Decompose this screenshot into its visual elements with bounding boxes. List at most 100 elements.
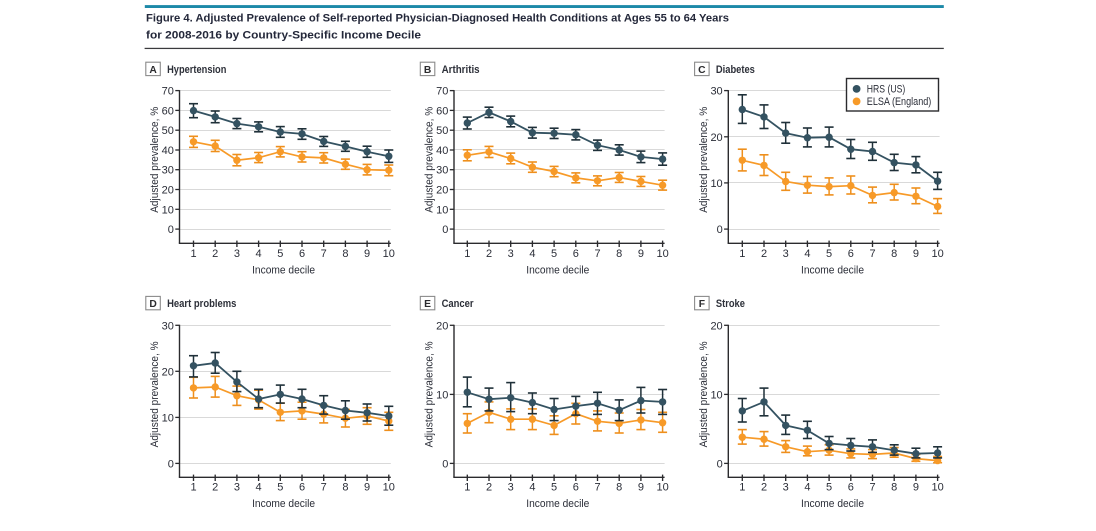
svg-text:10: 10	[656, 482, 668, 494]
svg-text:30: 30	[162, 320, 174, 332]
svg-text:5: 5	[277, 482, 283, 494]
svg-text:7: 7	[321, 482, 327, 494]
svg-text:6: 6	[299, 482, 305, 494]
svg-text:2: 2	[761, 482, 767, 494]
svg-text:8: 8	[616, 248, 622, 260]
svg-text:Income decile: Income decile	[252, 498, 315, 510]
svg-text:30: 30	[162, 165, 174, 177]
svg-text:70: 70	[162, 86, 174, 98]
svg-text:6: 6	[848, 482, 854, 494]
svg-text:2: 2	[486, 248, 492, 260]
svg-text:Adjusted prevalence, %: Adjusted prevalence, %	[149, 107, 161, 213]
svg-text:Income decile: Income decile	[801, 264, 864, 276]
svg-text:10: 10	[383, 248, 395, 260]
svg-text:20: 20	[436, 320, 448, 332]
svg-text:Figure 4. Adjusted Prevalence: Figure 4. Adjusted Prevalence of Self-re…	[146, 13, 729, 25]
svg-text:4: 4	[529, 482, 535, 494]
svg-text:A: A	[149, 65, 157, 76]
svg-text:7: 7	[869, 482, 875, 494]
svg-text:20: 20	[710, 132, 722, 144]
svg-text:Adjusted prevalence, %: Adjusted prevalence, %	[698, 107, 710, 213]
svg-text:Hypertension: Hypertension	[167, 64, 227, 76]
svg-text:6: 6	[848, 248, 854, 260]
svg-text:1: 1	[739, 482, 745, 494]
svg-text:5: 5	[826, 482, 832, 494]
svg-text:Adjusted prevalence, %: Adjusted prevalence, %	[698, 341, 710, 447]
svg-text:3: 3	[234, 482, 240, 494]
svg-text:2: 2	[212, 248, 218, 260]
svg-text:3: 3	[234, 248, 240, 260]
svg-text:2: 2	[486, 482, 492, 494]
svg-text:9: 9	[364, 482, 370, 494]
svg-text:F: F	[699, 299, 705, 310]
svg-text:30: 30	[710, 86, 722, 98]
svg-text:Income decile: Income decile	[526, 264, 589, 276]
svg-text:50: 50	[436, 125, 448, 137]
svg-text:D: D	[149, 299, 156, 310]
svg-text:6: 6	[573, 482, 579, 494]
svg-text:20: 20	[436, 185, 448, 197]
svg-text:0: 0	[168, 224, 174, 236]
svg-text:60: 60	[436, 105, 448, 117]
svg-text:Stroke: Stroke	[716, 298, 745, 310]
svg-text:8: 8	[342, 482, 348, 494]
svg-text:for 2008-2016 by Country-Speci: for 2008-2016 by Country-Specific Income…	[146, 30, 421, 42]
svg-text:B: B	[424, 65, 431, 76]
svg-text:7: 7	[594, 482, 600, 494]
svg-text:4: 4	[529, 248, 535, 260]
svg-text:9: 9	[638, 482, 644, 494]
svg-text:8: 8	[891, 248, 897, 260]
svg-text:3: 3	[508, 482, 514, 494]
svg-text:5: 5	[551, 482, 557, 494]
svg-text:3: 3	[508, 248, 514, 260]
svg-text:8: 8	[342, 248, 348, 260]
svg-text:1: 1	[190, 248, 196, 260]
svg-text:20: 20	[162, 366, 174, 378]
svg-text:1: 1	[464, 248, 470, 260]
svg-text:5: 5	[277, 248, 283, 260]
svg-text:9: 9	[913, 482, 919, 494]
svg-text:4: 4	[804, 482, 810, 494]
svg-text:1: 1	[464, 482, 470, 494]
svg-text:10: 10	[436, 389, 448, 401]
svg-text:10: 10	[710, 389, 722, 401]
svg-text:7: 7	[594, 248, 600, 260]
svg-text:1: 1	[739, 248, 745, 260]
svg-text:Arthritis: Arthritis	[442, 64, 480, 76]
svg-text:7: 7	[869, 248, 875, 260]
svg-text:10: 10	[162, 204, 174, 216]
svg-text:3: 3	[783, 248, 789, 260]
svg-text:C: C	[698, 65, 706, 76]
svg-text:2: 2	[761, 248, 767, 260]
svg-text:6: 6	[299, 248, 305, 260]
svg-text:HRS (US): HRS (US)	[867, 84, 906, 96]
svg-text:0: 0	[442, 224, 448, 236]
svg-text:5: 5	[551, 248, 557, 260]
svg-text:Income decile: Income decile	[526, 498, 589, 510]
svg-text:7: 7	[321, 248, 327, 260]
svg-text:10: 10	[710, 178, 722, 190]
svg-text:2: 2	[212, 482, 218, 494]
svg-text:50: 50	[162, 125, 174, 137]
svg-text:4: 4	[804, 248, 810, 260]
svg-text:40: 40	[436, 145, 448, 157]
svg-text:3: 3	[783, 482, 789, 494]
svg-text:4: 4	[256, 248, 262, 260]
svg-text:Diabetes: Diabetes	[716, 64, 755, 76]
svg-text:Adjusted prevalence, %: Adjusted prevalence, %	[149, 341, 161, 447]
svg-text:10: 10	[383, 482, 395, 494]
svg-text:Cancer: Cancer	[442, 298, 475, 310]
svg-text:6: 6	[573, 248, 579, 260]
svg-text:70: 70	[436, 86, 448, 98]
svg-text:5: 5	[826, 248, 832, 260]
svg-text:30: 30	[436, 165, 448, 177]
svg-text:10: 10	[931, 248, 943, 260]
svg-text:9: 9	[364, 248, 370, 260]
svg-text:Adjusted prevalence, %: Adjusted prevalence, %	[424, 107, 436, 213]
svg-text:0: 0	[168, 458, 174, 470]
svg-text:0: 0	[717, 224, 723, 236]
svg-text:60: 60	[162, 105, 174, 117]
svg-text:40: 40	[162, 145, 174, 157]
svg-text:10: 10	[931, 482, 943, 494]
svg-text:10: 10	[436, 204, 448, 216]
